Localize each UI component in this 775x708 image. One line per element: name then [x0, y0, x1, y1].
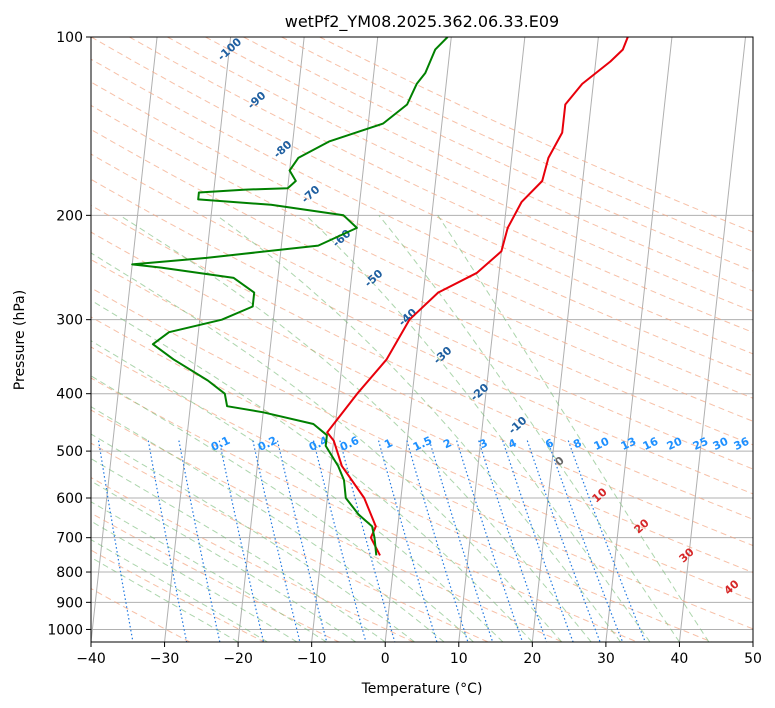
axes-layer: −40 −30 −20 −10 0 10 20 30 40 50 100 200 300 400 500 60… — [47, 30, 762, 667]
y-tick-label: 400 — [56, 387, 83, 403]
dry-adiabat-line — [91, 549, 265, 642]
mixing-ratio-label: 10 — [592, 435, 612, 453]
dry-adiabat-line — [91, 178, 753, 495]
moist-adiabat-line — [91, 556, 239, 642]
series-layer — [131, 37, 629, 556]
reference-lines — [91, 37, 753, 642]
dry-adiabat-line — [91, 346, 712, 642]
moist-adiabat-line — [378, 214, 680, 642]
moist-adiabat-line — [91, 480, 357, 642]
y-tick-label: 100 — [56, 30, 83, 46]
dry-adiabat-line — [91, 81, 753, 399]
dry-adiabat-line — [91, 104, 753, 422]
moist-adiabat-line — [91, 299, 533, 642]
moist-adiabat-line — [437, 215, 710, 642]
moist-adiabat-line — [91, 458, 386, 642]
isotherm-line — [237, 37, 305, 642]
x-tick-label: 0 — [381, 651, 390, 667]
dry-adiabat-line — [91, 442, 489, 642]
dry-adiabat-line — [91, 476, 414, 642]
x-tick-label: −30 — [150, 651, 180, 667]
y-tick-label: 900 — [56, 595, 83, 611]
moist-adiabat-line — [91, 539, 268, 642]
x-tick-label: 10 — [450, 651, 468, 667]
mixing-ratio-label: 30 — [711, 435, 731, 453]
y-tick-label: 1000 — [47, 622, 83, 638]
mixing-ratio-label: 20 — [665, 435, 685, 453]
isotherm-line — [752, 637, 753, 642]
isotherm-line — [458, 37, 526, 642]
mixing-ratio-line — [178, 440, 221, 642]
mixing-ratio-line — [428, 440, 494, 642]
plot-background — [91, 37, 753, 642]
mixing-ratio-line — [339, 440, 396, 642]
mixing-ratio-line — [147, 440, 188, 642]
dry-adiabat-line — [91, 409, 563, 642]
y-tick-label: 600 — [56, 491, 83, 507]
x-tick-label: 40 — [671, 651, 689, 667]
isotherm-line — [678, 37, 747, 642]
isotherm-line — [91, 37, 158, 642]
y-tick-label: 300 — [56, 313, 83, 329]
x-tick-label: −10 — [297, 651, 327, 667]
temperature-profile-line — [326, 37, 629, 556]
x-tick-label: 20 — [523, 651, 541, 667]
dry-adiabat-line — [91, 377, 638, 642]
moist-adiabat-line — [305, 214, 651, 642]
y-tick-label: 700 — [56, 531, 83, 547]
chart-title: wetPf2_YM08.2025.362.06.33.E09 — [285, 12, 559, 32]
mixing-ratio-label: 13 — [619, 435, 638, 453]
moist-adiabat-line — [91, 520, 298, 642]
mixing-ratio-line — [218, 440, 265, 642]
mixing-ratio-line — [502, 440, 574, 642]
isotherm-line — [164, 37, 232, 642]
isotherm-line — [384, 37, 452, 642]
mixing-ratio-line — [547, 440, 624, 642]
mixing-ratio-label: 25 — [691, 435, 710, 453]
mixing-ratio-line — [456, 440, 524, 642]
moist-adiabat-line — [91, 433, 415, 642]
y-tick-label: 800 — [56, 565, 83, 581]
y-tick-label: 500 — [56, 444, 83, 460]
moist-adiabat-line — [91, 340, 504, 642]
mixing-ratio-line — [526, 440, 601, 642]
y-tick-label: 200 — [56, 208, 83, 224]
plot-frame — [90, 36, 754, 643]
isotherm-line — [531, 37, 599, 642]
dry-adiabat-line — [91, 204, 753, 520]
mixing-ratio-line — [378, 440, 438, 642]
mixing-ratio-label: 16 — [641, 435, 661, 453]
moist-adiabat-line — [91, 252, 563, 642]
dry-adiabat-line — [91, 512, 340, 642]
mixing-ratio-line — [406, 440, 469, 642]
dry-adiabat-line — [91, 58, 753, 377]
moist-adiabat-line — [91, 501, 327, 642]
dewpoint-profile-line — [131, 37, 449, 556]
dry-adiabat-line — [91, 259, 753, 574]
isotherm-line — [0, 37, 10, 642]
x-tick-label: −20 — [223, 651, 253, 667]
x-axis-title: Temperature (°C) — [361, 681, 483, 697]
moist-adiabat-line — [119, 214, 592, 642]
mixing-ratio-line — [478, 440, 548, 642]
x-tick-label: 30 — [597, 651, 615, 667]
isotherm-line — [605, 37, 673, 642]
dry-adiabat-line — [91, 37, 753, 355]
x-tick-label: 50 — [744, 651, 762, 667]
dry-adiabat-line — [91, 153, 753, 470]
mixing-ratio-label: 36 — [732, 435, 752, 453]
moist-adiabat-line — [91, 375, 474, 642]
x-tick-label: −40 — [76, 651, 106, 667]
y-axis-title: Pressure (hPa) — [12, 290, 28, 390]
mixing-ratio-line — [567, 440, 646, 642]
dry-adiabat-line — [91, 128, 753, 446]
